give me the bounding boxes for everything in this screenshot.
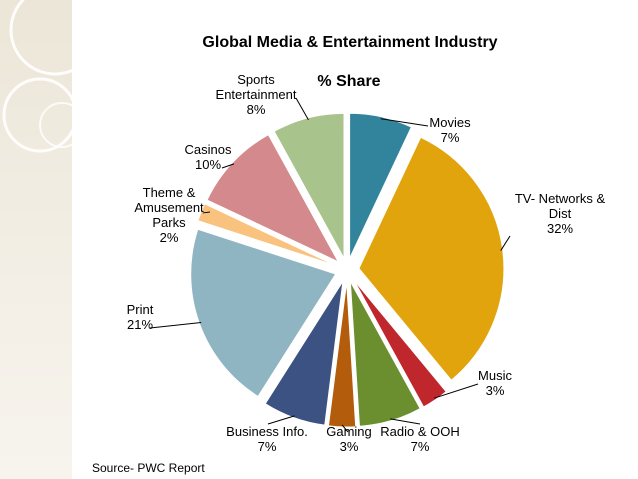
decorative-circles <box>2 0 72 153</box>
pie-slice-tv-networks-dist <box>358 136 505 381</box>
leader-line <box>500 235 511 251</box>
slice-label: Business Info. 7% <box>226 424 308 454</box>
leader-line <box>341 424 349 433</box>
chart-title: Global Media & Entertainment Industry <box>202 34 498 51</box>
slice-label: Movies 7% <box>429 115 471 145</box>
pie-slice-music <box>353 279 447 408</box>
leader-line <box>267 415 295 425</box>
pie-slice-gaming <box>327 281 357 428</box>
pie-slice-theme-amusement-parks <box>197 203 337 267</box>
chart-subtitle: % Share <box>317 73 380 90</box>
slice-label: Radio & OOH 7% <box>380 424 459 454</box>
slice-label: Gaming 3% <box>326 424 372 454</box>
leader-line <box>149 322 202 329</box>
pie-slice-sports-entertainment <box>273 112 345 259</box>
slice-label: Sports Entertainment 8% <box>216 72 297 117</box>
pie-slice-business-info <box>264 281 344 426</box>
source-note: Source- PWC Report <box>92 461 205 475</box>
slice-label: Casinos 10% <box>185 142 232 172</box>
pie-slice-radio-ooh <box>349 281 421 427</box>
decorative-side-panel <box>0 0 72 479</box>
slice-label: Music 3% <box>478 368 512 398</box>
pie-slice-movies <box>349 112 413 259</box>
leader-line <box>380 118 429 127</box>
pie-slice-casinos <box>206 134 340 263</box>
slice-label: Theme & Amusement Parks 2% <box>134 185 204 245</box>
leader-line <box>202 211 211 214</box>
leader-line <box>390 418 421 425</box>
slice-label: Print 21% <box>127 302 154 332</box>
slice-label: TV- Networks & Dist 32% <box>515 191 606 236</box>
leader-line <box>221 163 235 169</box>
leader-line <box>433 383 479 399</box>
leader-line <box>295 97 309 121</box>
